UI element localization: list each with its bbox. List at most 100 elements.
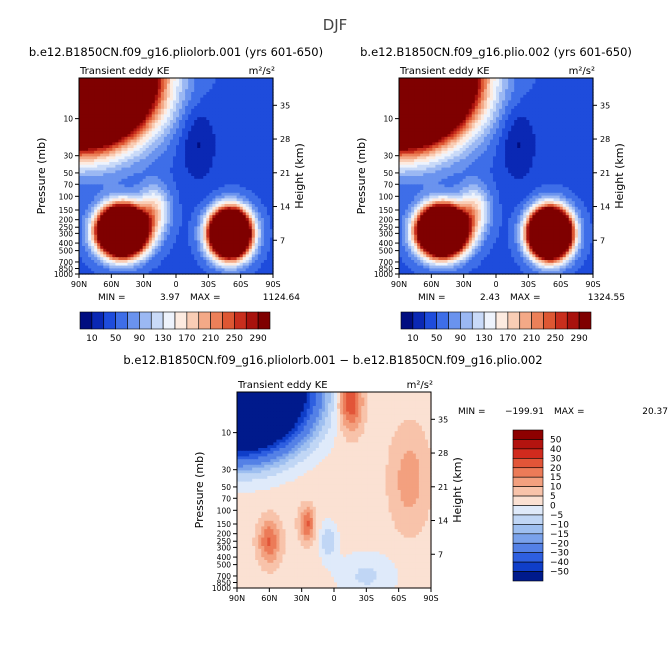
field-cell	[176, 240, 180, 244]
field-cell	[269, 89, 274, 93]
field-cell	[91, 100, 95, 104]
field-cell	[82, 108, 86, 113]
field-cell	[115, 153, 120, 157]
field-cell	[221, 80, 226, 85]
field-cell	[254, 187, 259, 191]
field-cell	[133, 100, 138, 104]
field-cell	[257, 134, 262, 138]
field-cell	[236, 83, 241, 87]
field-cell	[97, 156, 101, 160]
field-cell	[218, 97, 223, 101]
field-cell	[124, 187, 129, 191]
field-cell	[169, 246, 174, 250]
field-cell	[79, 145, 83, 149]
field-cell	[215, 181, 220, 185]
field-cell	[94, 125, 98, 129]
field-cell	[179, 103, 183, 107]
field-cell	[109, 206, 113, 211]
field-cell	[230, 117, 235, 121]
field-cell	[169, 204, 174, 208]
field-cell	[151, 125, 156, 129]
field-cell	[130, 192, 135, 197]
field-cell	[106, 150, 110, 155]
field-cell	[236, 212, 241, 216]
field-cell	[100, 201, 104, 205]
field-cell	[130, 122, 135, 127]
field-cell	[176, 125, 180, 129]
field-cell	[257, 156, 262, 160]
field-cell	[260, 209, 265, 213]
field-cell	[97, 234, 101, 239]
field-cell	[206, 237, 210, 241]
field-cell	[206, 234, 210, 239]
field-cell	[248, 181, 253, 185]
field-cell	[94, 204, 98, 208]
field-cell	[91, 94, 95, 99]
field-cell	[97, 251, 101, 255]
field-cell	[206, 248, 210, 253]
field-cell	[169, 159, 174, 163]
field-cell	[151, 240, 156, 244]
field-cell	[236, 201, 241, 205]
field-cell	[133, 139, 138, 143]
field-cell	[182, 195, 186, 199]
field-cell	[85, 198, 89, 202]
field-cell	[157, 114, 162, 118]
field-cell	[142, 218, 147, 222]
field-cell	[79, 125, 83, 129]
field-cell	[151, 190, 156, 194]
field-cell	[248, 150, 253, 155]
field-cell	[109, 243, 113, 247]
field-cell	[194, 226, 198, 230]
field-cell	[145, 209, 150, 213]
field-cell	[88, 103, 92, 107]
field-cell	[172, 234, 177, 239]
x-tick-label: 30S	[201, 280, 216, 289]
field-cell	[269, 148, 274, 152]
field-cell	[194, 106, 198, 110]
field-cell	[227, 220, 232, 225]
field-cell	[257, 128, 262, 132]
field-cell	[106, 220, 110, 225]
field-cell	[206, 243, 210, 247]
field-cell	[136, 212, 141, 216]
field-cell	[127, 170, 132, 174]
field-cell	[245, 164, 250, 169]
field-cell	[206, 100, 210, 104]
field-cell	[260, 237, 265, 241]
field-cell	[242, 80, 247, 85]
field-cell	[251, 240, 256, 244]
field-cell	[188, 167, 192, 171]
field-cell	[154, 131, 159, 135]
field-cell	[200, 164, 204, 169]
field-cell	[197, 136, 201, 141]
field-cell	[103, 206, 107, 211]
field-cell	[218, 248, 223, 253]
field-cell	[191, 142, 195, 146]
field-cell	[260, 111, 265, 115]
field-cell	[257, 201, 262, 205]
field-cell	[115, 201, 120, 205]
field-cell	[100, 86, 104, 90]
field-cell	[124, 232, 129, 236]
field-cell	[182, 78, 186, 82]
field-cell	[121, 142, 126, 146]
field-cell	[109, 187, 113, 191]
field-cell	[121, 117, 126, 121]
field-cell	[227, 164, 232, 169]
field-cell	[206, 206, 210, 211]
field-cell	[179, 125, 183, 129]
field-cell	[179, 106, 183, 110]
field-cell	[191, 170, 195, 174]
field-cell	[212, 145, 217, 149]
field-cell	[79, 97, 83, 101]
field-cell	[254, 120, 259, 124]
field-cell	[88, 246, 92, 250]
field-cell	[266, 212, 271, 216]
field-cell	[151, 120, 156, 124]
field-cell	[97, 103, 101, 107]
field-cell	[218, 86, 223, 90]
field-cell	[145, 97, 150, 101]
field-cell	[194, 114, 198, 118]
field-cell	[233, 209, 238, 213]
